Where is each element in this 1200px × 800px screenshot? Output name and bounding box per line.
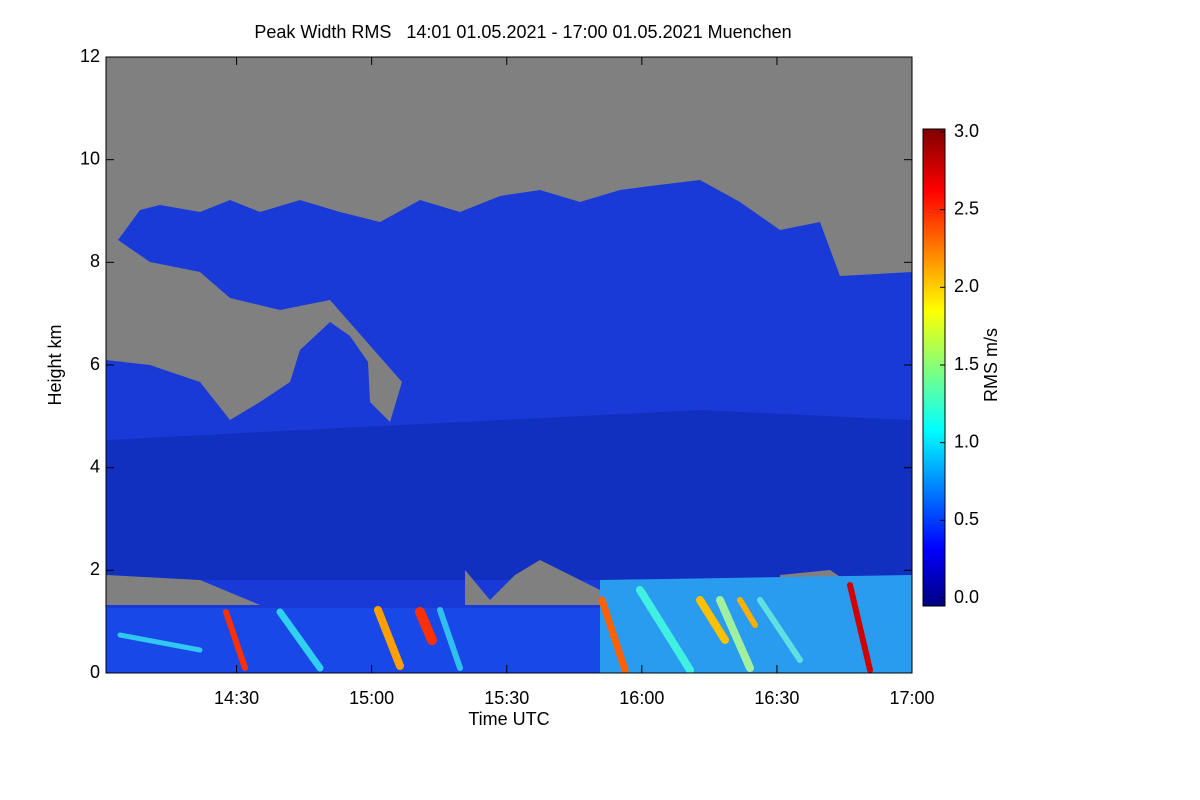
- streak: [696, 596, 729, 644]
- x-tick-label: 16:00: [619, 688, 664, 708]
- x-tick-label: 17:00: [889, 688, 934, 708]
- x-tick-label: 14:30: [214, 688, 259, 708]
- y-tick-label: 10: [80, 148, 100, 168]
- streak: [223, 609, 248, 671]
- colorbar-tick-label: 0.5: [954, 509, 979, 529]
- streak: [757, 597, 803, 663]
- streak: [415, 607, 437, 645]
- y-tick-label: 8: [90, 251, 100, 271]
- streak: [437, 607, 463, 671]
- no-data-gap: [106, 575, 260, 605]
- low-layer: [106, 608, 600, 673]
- y-tick-label: 2: [90, 559, 100, 579]
- streak: [598, 596, 629, 673]
- colorbar: [922, 128, 946, 607]
- chart-title: Peak Width RMS 14:01 01.05.2021 - 17:00 …: [254, 22, 791, 42]
- x-tick-label: 15:30: [484, 688, 529, 708]
- colorbar-label: RMS m/s: [981, 328, 1001, 402]
- streak: [117, 632, 203, 653]
- streak: [374, 606, 404, 670]
- colorbar-tick-label: 1.5: [954, 354, 979, 374]
- x-tick-label: 16:30: [754, 688, 799, 708]
- x-axis-label: Time UTC: [468, 709, 549, 729]
- streak: [847, 582, 873, 673]
- colorbar-tick-label: 3.0: [954, 121, 979, 141]
- y-tick-label: 0: [90, 662, 100, 682]
- echo-core: [106, 410, 912, 580]
- streak: [737, 597, 758, 628]
- colorbar-tick-label: 2.0: [954, 276, 979, 296]
- streak: [716, 596, 754, 672]
- field: [106, 57, 912, 673]
- y-tick-label: 6: [90, 354, 100, 374]
- no-data-gap: [465, 560, 600, 605]
- y-tick-label: 12: [80, 46, 100, 66]
- streak: [276, 608, 324, 672]
- x-tick-label: 15:00: [349, 688, 394, 708]
- y-axis-label: Height km: [45, 324, 65, 405]
- colorbar-tick-label: 1.0: [954, 431, 979, 451]
- streaks: [117, 582, 873, 673]
- colorbar-tick-label: 0.0: [954, 587, 979, 607]
- colorbar-tick-label: 2.5: [954, 198, 979, 218]
- streak: [636, 586, 694, 673]
- y-tick-label: 4: [90, 456, 100, 476]
